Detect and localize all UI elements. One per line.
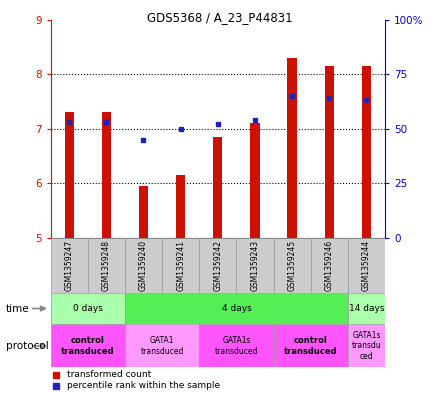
Text: GSM1359245: GSM1359245 <box>288 240 297 291</box>
Text: 14 days: 14 days <box>348 304 384 313</box>
Text: GSM1359243: GSM1359243 <box>250 240 260 291</box>
FancyBboxPatch shape <box>199 324 274 367</box>
Text: GSM1359241: GSM1359241 <box>176 240 185 291</box>
Text: transformed count: transformed count <box>67 370 151 379</box>
Text: GSM1359242: GSM1359242 <box>213 240 222 291</box>
FancyBboxPatch shape <box>51 324 125 367</box>
Text: GSM1359247: GSM1359247 <box>65 240 73 291</box>
FancyBboxPatch shape <box>88 238 125 293</box>
Text: GATA1s
transdu
ced: GATA1s transdu ced <box>352 331 381 361</box>
FancyBboxPatch shape <box>348 293 385 324</box>
FancyBboxPatch shape <box>51 238 88 293</box>
Text: GATA1s
transduced: GATA1s transduced <box>215 336 258 356</box>
FancyBboxPatch shape <box>274 324 348 367</box>
Bar <box>102 112 111 238</box>
Bar <box>362 66 371 238</box>
Text: GSM1359246: GSM1359246 <box>325 240 334 291</box>
FancyBboxPatch shape <box>125 293 348 324</box>
FancyBboxPatch shape <box>348 324 385 367</box>
Bar <box>65 112 74 238</box>
Text: GDS5368 / A_23_P44831: GDS5368 / A_23_P44831 <box>147 11 293 24</box>
Bar <box>176 175 185 238</box>
Bar <box>250 123 260 238</box>
FancyBboxPatch shape <box>274 238 311 293</box>
FancyBboxPatch shape <box>199 238 236 293</box>
Text: protocol: protocol <box>6 341 48 351</box>
FancyBboxPatch shape <box>51 293 125 324</box>
FancyBboxPatch shape <box>348 238 385 293</box>
Text: control
transduced: control transduced <box>61 336 114 356</box>
Bar <box>287 58 297 238</box>
Bar <box>139 186 148 238</box>
Bar <box>325 66 334 238</box>
Text: 4 days: 4 days <box>221 304 251 313</box>
FancyBboxPatch shape <box>311 238 348 293</box>
Text: GATA1
transduced: GATA1 transduced <box>140 336 184 356</box>
FancyBboxPatch shape <box>125 324 199 367</box>
Text: control
transduced: control transduced <box>284 336 337 356</box>
Bar <box>213 137 223 238</box>
FancyBboxPatch shape <box>125 238 162 293</box>
Text: GSM1359248: GSM1359248 <box>102 240 111 291</box>
FancyBboxPatch shape <box>162 238 199 293</box>
Text: percentile rank within the sample: percentile rank within the sample <box>67 381 220 390</box>
Text: time: time <box>6 303 29 314</box>
Text: 0 days: 0 days <box>73 304 103 313</box>
Text: GSM1359244: GSM1359244 <box>362 240 371 291</box>
Text: GSM1359240: GSM1359240 <box>139 240 148 291</box>
FancyBboxPatch shape <box>236 238 274 293</box>
